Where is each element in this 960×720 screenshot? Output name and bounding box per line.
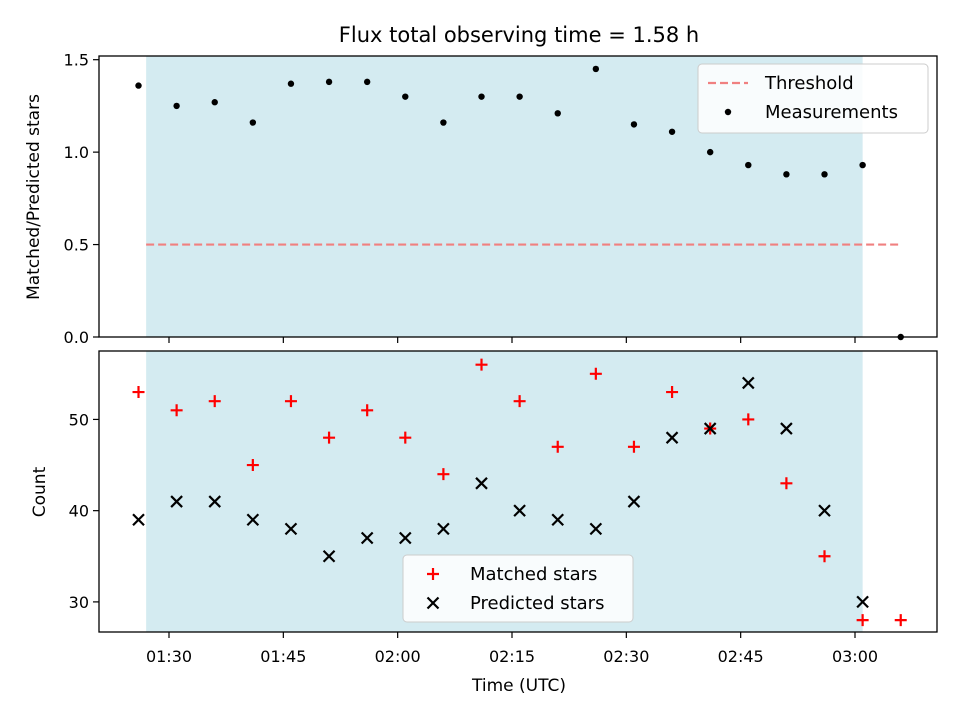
y-tick-label: 1.0 — [64, 143, 89, 162]
measurement-point — [402, 93, 409, 100]
legend-label: Predicted stars — [470, 593, 604, 614]
predicted-star-point — [399, 531, 412, 545]
axes-frame — [98, 350, 938, 633]
matched-star-point — [894, 614, 907, 627]
measurement-point — [211, 99, 218, 106]
predicted-star-point — [132, 513, 145, 527]
predicted-star-point — [589, 522, 603, 536]
predicted-star-point — [856, 595, 869, 609]
measurement-point — [516, 93, 523, 100]
predicted-star-point — [322, 549, 336, 563]
legend-box — [402, 554, 634, 623]
legend: Matched stars Predicted stars — [402, 554, 634, 623]
series-predicted-stars — [132, 376, 869, 609]
x-tick-label: 02:00 — [375, 647, 421, 666]
legend-label: Threshold — [764, 73, 854, 94]
predicted-star-point — [360, 531, 374, 545]
x-tick-label: 02:30 — [603, 647, 649, 666]
matched-star-point — [589, 367, 602, 380]
matched-star-point — [361, 404, 374, 417]
measurement-point — [325, 78, 333, 86]
y-tick-label: 0.5 — [64, 236, 89, 255]
predicted-star-point — [818, 504, 831, 517]
matched-star-point — [666, 386, 679, 399]
y-tick-label: 0.0 — [64, 328, 89, 347]
measurement-point — [745, 161, 752, 169]
predicted-star-point — [665, 431, 679, 444]
predicted-star-point — [780, 422, 793, 435]
measurement-point — [478, 93, 485, 100]
bottom-xlabel: Time (UTC) — [471, 676, 566, 696]
measurement-point — [668, 128, 676, 135]
x-tick-label: 01:30 — [146, 647, 192, 666]
series-measurements — [135, 65, 904, 341]
matched-star-point — [170, 404, 183, 417]
measurement-point — [592, 65, 600, 73]
legend-label: Measurements — [765, 102, 898, 123]
predicted-star-point — [551, 513, 565, 527]
measurement-point — [363, 78, 371, 86]
matched-star-point — [627, 440, 640, 453]
y-tick-label: 50 — [69, 410, 89, 429]
bottom-panel: 30 40 50 01:30 01:45 02:00 02:15 02:30 02:45 03:0… — [69, 350, 938, 666]
y-tick-label: 40 — [69, 502, 89, 521]
legend-marker — [427, 568, 439, 580]
bottom-ylabel: Count — [30, 466, 50, 517]
legend-box — [697, 63, 929, 134]
top-ylabel: Matched/Predicted stars — [24, 94, 44, 300]
axes-frame — [98, 55, 938, 338]
measurement-point — [630, 121, 638, 128]
predicted-star-point — [627, 495, 641, 508]
top-panel: 0.0 0.5 1.0 1.5 Threshold Measurements — [64, 51, 938, 347]
measurement-point — [554, 110, 561, 117]
legend-marker — [724, 108, 732, 116]
measurement-point — [821, 171, 828, 178]
matched-star-point — [475, 358, 488, 371]
measurement-point — [135, 82, 142, 89]
x-tick-label: 03:00 — [832, 647, 878, 666]
measurement-point — [783, 171, 790, 178]
measurement-point — [287, 80, 295, 87]
predicted-star-point — [284, 522, 298, 536]
matched-star-point — [551, 440, 564, 453]
matched-star-point — [742, 413, 755, 426]
predicted-star-point — [246, 513, 260, 527]
series-matched-stars — [132, 358, 907, 627]
legend-marker — [426, 596, 440, 610]
y-tick-label: 30 — [69, 593, 89, 612]
matched-star-point — [437, 468, 450, 481]
measurement-point — [173, 102, 180, 110]
predicted-star-point — [208, 495, 222, 508]
measurement-point — [440, 119, 447, 126]
matched-star-point — [323, 431, 336, 444]
predicted-star-point — [170, 495, 183, 508]
measurement-point — [706, 148, 714, 156]
legend-label: Matched stars — [470, 564, 597, 585]
predicted-star-point — [437, 522, 450, 536]
matched-star-point — [856, 614, 869, 627]
x-tick-label: 01:45 — [260, 647, 306, 666]
matched-star-point — [818, 550, 831, 563]
x-tick-label: 02:15 — [489, 647, 535, 666]
predicted-star-point — [513, 504, 526, 517]
matched-star-point — [513, 395, 526, 408]
measurement-point — [859, 161, 866, 169]
predicted-star-point — [703, 422, 717, 435]
predicted-star-point — [475, 477, 488, 490]
matched-star-point — [208, 395, 221, 408]
matched-star-point — [284, 395, 297, 408]
matched-star-point — [132, 386, 145, 399]
x-tick-label: 02:45 — [718, 647, 764, 666]
matched-star-point — [780, 477, 793, 490]
predicted-star-point — [742, 376, 755, 390]
measurement-point — [249, 119, 257, 126]
y-tick-label: 1.5 — [64, 51, 89, 70]
legend: Threshold Measurements — [697, 63, 929, 134]
matched-star-point — [399, 431, 412, 444]
matched-star-point — [246, 459, 259, 472]
chart-title: Flux total observing time = 1.58 h — [339, 23, 699, 47]
